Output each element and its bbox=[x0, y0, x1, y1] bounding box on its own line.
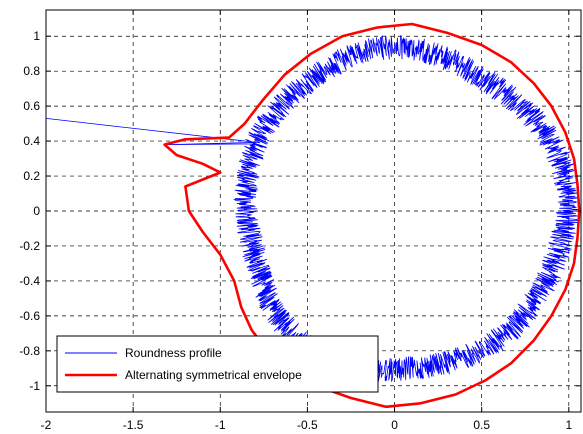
y-tick-label: -0.4 bbox=[19, 274, 40, 288]
y-tick-label: 1 bbox=[33, 29, 40, 43]
legend-label: Alternating symmetrical envelope bbox=[125, 368, 302, 382]
ticks: -2 -1.5 -1 -0.5 0 0.5 1 1 0.8 0.6 0.4 0.2 0 -0.2 -0.4 -… bbox=[19, 10, 581, 432]
y-tick-label: 0 bbox=[33, 204, 40, 218]
y-tick-label: 0.8 bbox=[23, 64, 40, 78]
x-tick-label: -1.5 bbox=[123, 418, 144, 432]
roundness-profile-line bbox=[46, 35, 580, 383]
y-tick-label: -0.8 bbox=[19, 344, 40, 358]
legend-box bbox=[56, 335, 379, 393]
x-tick-label: 0 bbox=[391, 418, 398, 432]
x-tick-label: 1 bbox=[565, 418, 572, 432]
y-tick-label: 0.2 bbox=[23, 169, 40, 183]
x-tick-label: -0.5 bbox=[297, 418, 318, 432]
x-tick-label: 0.5 bbox=[473, 418, 490, 432]
envelope-line bbox=[163, 22, 581, 409]
x-tick-label: -1 bbox=[215, 418, 226, 432]
y-tick-label: 0.4 bbox=[23, 134, 40, 148]
x-tick-label: -2 bbox=[41, 418, 52, 432]
y-tick-label: -0.2 bbox=[19, 239, 40, 253]
y-tick-label: -1 bbox=[29, 379, 40, 393]
y-tick-label: -0.6 bbox=[19, 309, 40, 323]
series-layer bbox=[46, 22, 581, 409]
y-tick-label: 0.6 bbox=[23, 99, 40, 113]
legend: Roundness profile Alternating symmetrical… bbox=[56, 335, 379, 393]
legend-label: Roundness profile bbox=[125, 346, 222, 360]
